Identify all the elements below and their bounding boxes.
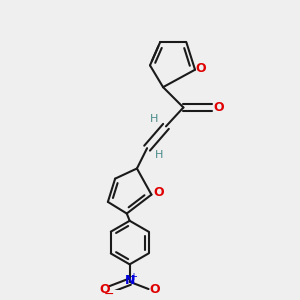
Text: O: O <box>195 62 206 75</box>
Text: O: O <box>214 101 224 114</box>
Text: O: O <box>99 283 110 296</box>
Text: O: O <box>153 186 164 199</box>
Text: H: H <box>150 114 158 124</box>
Text: N: N <box>124 274 135 287</box>
Text: −: − <box>104 288 115 300</box>
Text: O: O <box>150 283 160 296</box>
Text: H: H <box>154 150 163 161</box>
Text: +: + <box>129 272 137 282</box>
